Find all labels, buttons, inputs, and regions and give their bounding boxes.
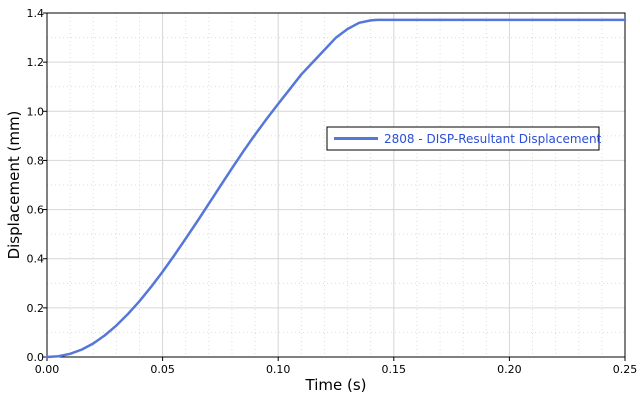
- x-axis-title: Time (s): [305, 376, 367, 394]
- y-tick-label: 0.6: [27, 204, 45, 217]
- y-tick-label: 0.0: [27, 351, 45, 364]
- x-tick-label: 0.05: [150, 363, 175, 376]
- x-tick-label: 0.25: [613, 363, 638, 376]
- series-layer: [45, 18, 627, 359]
- major-gridlines: [47, 13, 625, 357]
- legend[interactable]: 2808 - DISP-Resultant Displacement: [326, 126, 602, 151]
- y-tick-label: 1.4: [27, 7, 45, 20]
- y-axis-title: Displacement (mm): [5, 111, 23, 260]
- y-tick-label: 1.0: [27, 105, 45, 118]
- x-tick-label: 0.20: [497, 363, 522, 376]
- series-line-0[interactable]: [45, 18, 627, 359]
- plot-area-frame: [46, 12, 626, 358]
- x-tick-label: 0.10: [266, 363, 291, 376]
- legend-box: [326, 126, 600, 151]
- legend-label: 2808 - DISP-Resultant Displacement: [384, 132, 602, 146]
- x-tick-label: 0.15: [382, 363, 407, 376]
- y-tick-label: 0.2: [27, 302, 45, 315]
- y-tick-label: 0.4: [27, 253, 45, 266]
- y-tick-label: 1.2: [27, 56, 45, 69]
- x-tick-label: 0.00: [35, 363, 60, 376]
- y-tick-label: 0.8: [27, 154, 45, 167]
- y-axis-ticks: 0.0 0.2 0.4 0.6 0.8 1.0 1.2 1.4: [27, 7, 47, 364]
